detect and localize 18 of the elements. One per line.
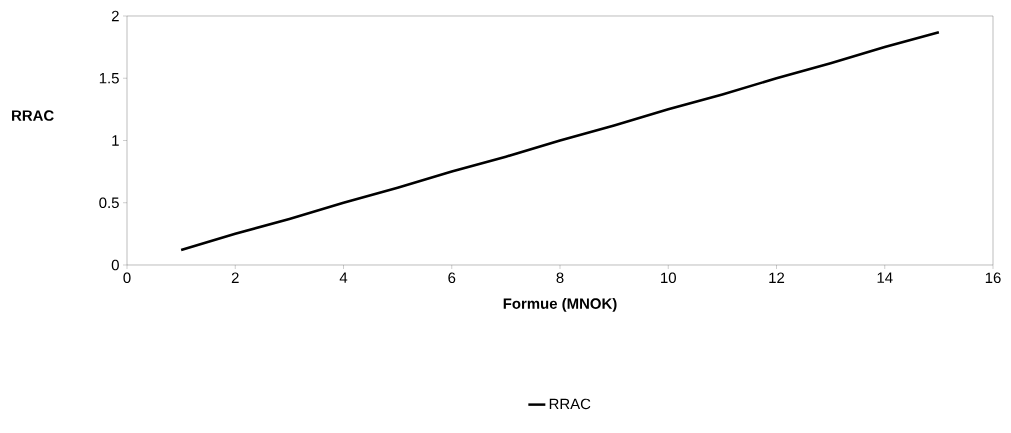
y-tick-label: 0.5 (99, 197, 119, 209)
y-tick-label: 2 (111, 10, 119, 22)
y-tick-label: 0 (111, 259, 119, 271)
x-tick-label: 14 (877, 272, 893, 283)
line-series (179, 30, 941, 252)
y-axis-title: RRAC (12, 110, 54, 121)
x-tick-label: 10 (661, 272, 676, 284)
x-tick-label: 16 (985, 272, 1001, 284)
y-tick-label: 1 (112, 135, 119, 146)
x-tick-label: 2 (231, 272, 239, 283)
x-tick-label: 8 (556, 272, 564, 284)
x-axis-title: Formue (MNOK) (503, 297, 617, 312)
y-tick-label: 1.5 (99, 73, 119, 84)
legend-label: RRAC (549, 398, 591, 410)
x-tick-label: 0 (123, 272, 131, 284)
x-tick-label: 6 (448, 272, 456, 284)
x-tick-label: 4 (339, 272, 348, 283)
x-tick-label: 12 (769, 272, 785, 283)
